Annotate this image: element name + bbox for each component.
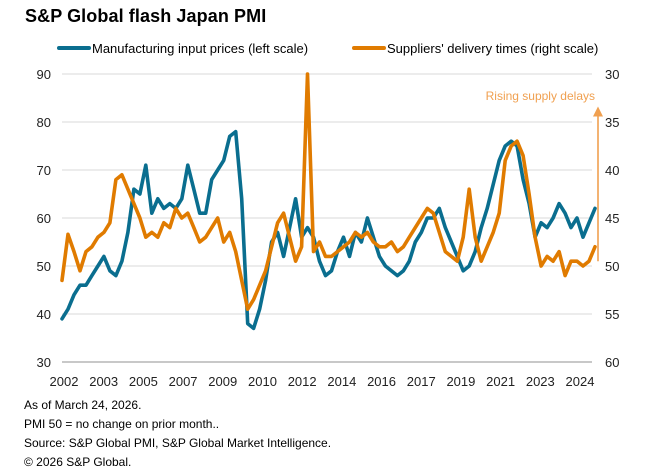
x-axis-tick-label: 2003: [89, 374, 118, 389]
x-axis-tick-label: 2007: [169, 374, 198, 389]
legend-item-delivery-times: Suppliers' delivery times (right scale): [352, 40, 598, 56]
right-axis-tick-label: 60: [605, 355, 619, 370]
series-line-input-prices: [60, 129, 597, 331]
x-axis-tick-label: 2021: [486, 374, 515, 389]
x-axis-tick-label: 2002: [50, 374, 79, 389]
annotation-rising-supply-delays: Rising supply delays: [486, 89, 595, 103]
footnote-copyright: © 2026 S&P Global.: [24, 455, 132, 469]
footnote-pmi-50: PMI 50 = no change on prior month..: [24, 417, 220, 431]
left-axis-tick-label: 30: [37, 355, 51, 370]
right-axis-tick-label: 30: [605, 67, 619, 82]
x-axis-tick-label: 2012: [288, 374, 317, 389]
right-axis-tick-label: 40: [605, 163, 619, 178]
x-axis-tick-label: 2010: [248, 374, 277, 389]
rising-delays-arrow-head-icon: [593, 106, 603, 117]
x-axis-tick-label: 2014: [327, 374, 356, 389]
x-axis-tick-label: 2019: [446, 374, 475, 389]
chart-title: S&P Global flash Japan PMI: [25, 6, 267, 26]
legend-label-input-prices: Manufacturing input prices (left scale): [92, 40, 309, 56]
legend-swatch-delivery-times: [352, 46, 386, 50]
right-axis-tick-label: 50: [605, 259, 619, 274]
left-axis-tick-label: 50: [37, 259, 51, 274]
left-axis-tick-label: 80: [37, 115, 51, 130]
left-axis-tick-label: 60: [37, 211, 51, 226]
series-line-delivery-times: [60, 72, 597, 311]
x-axis-tick-label: 2009: [208, 374, 237, 389]
right-axis-tick-label: 55: [605, 307, 619, 322]
legend-swatch-input-prices: [57, 46, 91, 50]
legend-item-input-prices: Manufacturing input prices (left scale): [57, 40, 308, 56]
left-axis-tick-label: 70: [37, 163, 51, 178]
x-axis-tick-label: 2016: [367, 374, 396, 389]
x-axis-tick-label: 2005: [129, 374, 158, 389]
right-axis-tick-label: 35: [605, 115, 619, 130]
x-axis-tick-label: 2017: [407, 374, 436, 389]
x-axis-tick-label: 2023: [526, 374, 555, 389]
left-axis-tick-label: 90: [37, 67, 51, 82]
x-axis-tick-label: 2024: [566, 374, 595, 389]
footnote-source: Source: S&P Global PMI, S&P Global Marke…: [24, 436, 332, 450]
footnote-as-of: As of March 24, 2026.: [24, 398, 142, 412]
left-axis-tick-label: 40: [37, 307, 51, 322]
legend-label-delivery-times: Suppliers' delivery times (right scale): [387, 40, 599, 56]
right-axis-tick-label: 45: [605, 211, 619, 226]
